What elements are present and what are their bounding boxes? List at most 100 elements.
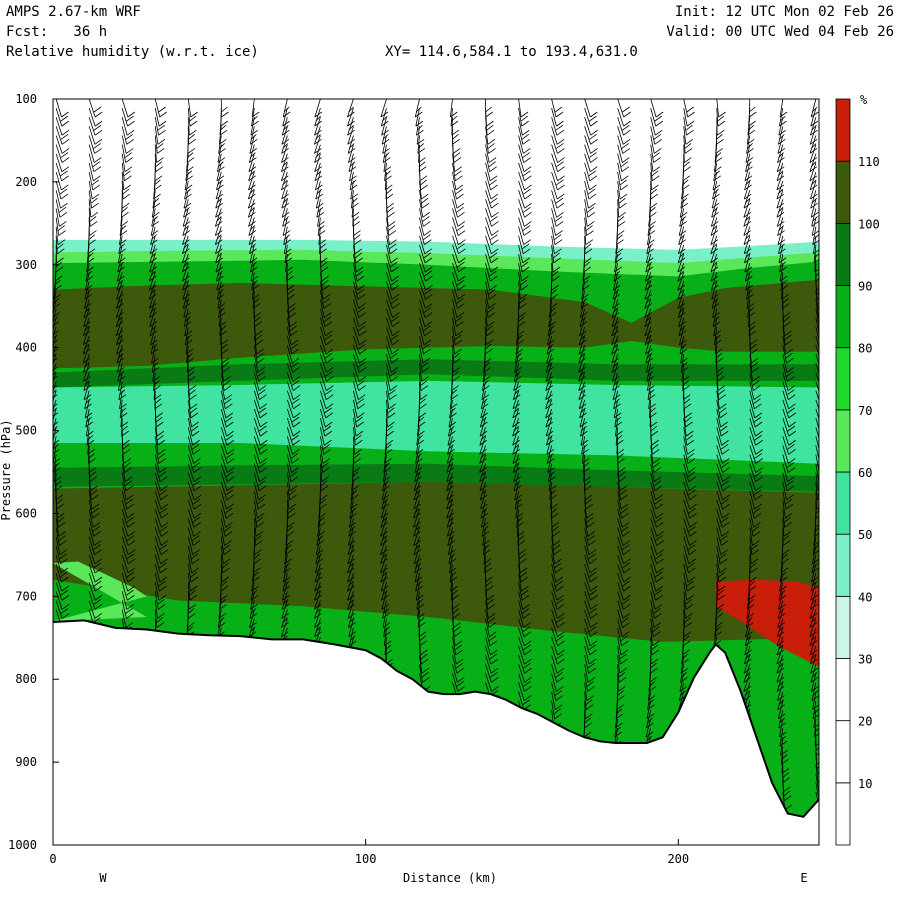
wind-barb-flag [588, 644, 596, 651]
wind-barb-flag [282, 585, 291, 592]
wind-barb-flag [447, 517, 454, 523]
wind-barb [380, 518, 387, 537]
wind-barb-flag [126, 535, 135, 541]
wind-barb [518, 290, 520, 309]
wind-barb-flag [191, 430, 200, 437]
wind-barb-flag [117, 266, 125, 273]
wind-barb-flag [320, 266, 329, 273]
wind-barb-flag [646, 248, 654, 255]
wind-barb [650, 162, 653, 181]
wind-barb-flag [779, 717, 786, 724]
wind-barb [187, 481, 195, 501]
wind-barb-flag [486, 124, 494, 131]
wind-barb-flag [87, 248, 96, 255]
wind-barb-flag [778, 129, 787, 136]
wind-barb-flag [556, 617, 564, 623]
wind-barb-flag [348, 599, 355, 605]
wind-barb-flag [290, 485, 298, 492]
wind-barb [286, 326, 292, 346]
wind-barb [514, 481, 519, 501]
wind-barb-flag [655, 585, 664, 592]
wind-barb-flag [813, 708, 819, 715]
wind-barb [83, 381, 90, 400]
wind-barb-flag [324, 430, 333, 437]
wind-barb-flag [655, 516, 663, 523]
wind-barb-flag [787, 444, 795, 450]
wind-barb [512, 445, 519, 464]
wind-barb [645, 354, 652, 373]
colorbar-label: 60 [858, 466, 872, 480]
wind-barb-flag [588, 202, 596, 209]
wind-barb [319, 290, 325, 309]
wind-barb [514, 490, 519, 510]
colorbar-label: 90 [858, 280, 872, 294]
wind-barb-flag [580, 303, 589, 309]
wind-barb-flag [392, 330, 400, 337]
wind-barb-flag [151, 366, 160, 373]
wind-barb [220, 363, 224, 382]
wind-barb [780, 554, 784, 573]
wind-barb-flag [352, 221, 361, 227]
wind-barb-flag [291, 357, 300, 364]
wind-barb-flag [121, 206, 128, 213]
wind-barb [452, 326, 456, 346]
wind-barb-flag [522, 681, 531, 687]
wind-barb [744, 162, 751, 181]
wind-barb-flag [777, 662, 784, 669]
wind-barb [217, 153, 222, 172]
wind-barb-flag [585, 503, 594, 510]
wind-barb [650, 563, 657, 583]
wind-barb-flag [623, 594, 631, 601]
wind-barb-flag [481, 394, 490, 400]
wind-barb-flag [291, 434, 299, 441]
wind-barb-flag [555, 197, 564, 204]
wind-barb-flag [587, 686, 595, 692]
wind-barb [782, 335, 787, 355]
wind-barb-flag [282, 179, 288, 186]
wind-barb [353, 290, 359, 309]
wind-barb [749, 436, 757, 455]
wind-barb [551, 545, 556, 564]
wind-barb [55, 509, 59, 528]
wind-barb [286, 472, 291, 491]
wind-barb-flag [259, 458, 268, 464]
wind-barb [518, 253, 523, 273]
wind-barb-flag [449, 576, 458, 583]
wind-barb [154, 99, 161, 118]
wind-barb [55, 126, 63, 145]
wind-barb-flag [779, 275, 788, 282]
wind-barb [55, 554, 62, 573]
wind-barb-flag [656, 540, 664, 546]
wind-barb-flag [777, 644, 784, 651]
wind-barb-flag [54, 284, 62, 291]
wind-barb-flag [518, 312, 526, 318]
wind-barb-layer [53, 99, 819, 811]
wind-barb-flag [352, 216, 360, 222]
wind-barb [282, 573, 288, 592]
wind-barb-flag [191, 421, 199, 428]
wind-barb [518, 691, 525, 710]
wind-barb [512, 381, 519, 400]
wind-barb [551, 190, 558, 209]
wind-barb [782, 354, 788, 373]
wind-barb [648, 399, 652, 418]
wind-barb-flag [154, 184, 162, 191]
wind-barb [714, 618, 718, 637]
wind-barb [518, 673, 525, 692]
wind-barb-flag [159, 111, 167, 118]
wind-barb-flag [557, 640, 565, 647]
wind-barb [485, 591, 488, 610]
wind-barb-flag [225, 434, 234, 441]
wind-barb [181, 262, 189, 282]
wind-barb-flag [316, 540, 325, 546]
wind-barb-flag [324, 334, 332, 341]
wind-barb [485, 253, 492, 273]
wind-barb-flag [716, 129, 725, 136]
wind-barb-flag [653, 467, 661, 473]
wind-barb [749, 554, 751, 573]
x-tick-label: 0 [49, 852, 56, 866]
wind-barb [580, 290, 586, 309]
wind-barb-flag [716, 134, 723, 140]
wind-barb [314, 107, 321, 127]
wind-barb-flag [782, 549, 790, 555]
